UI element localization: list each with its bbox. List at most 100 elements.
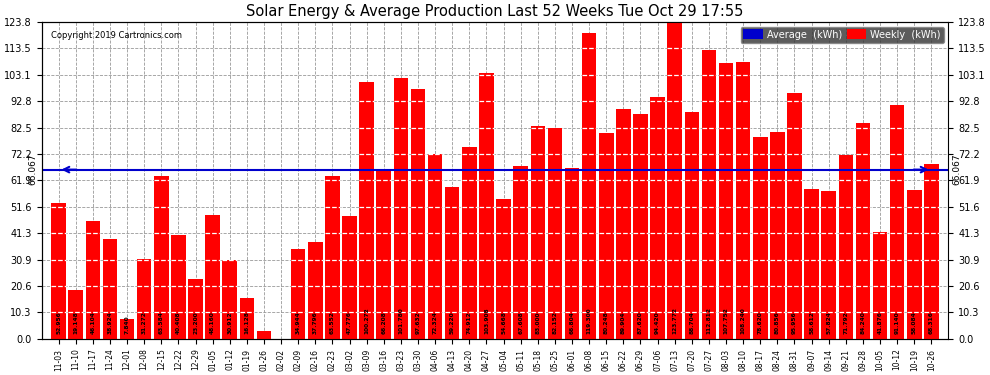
Bar: [804, 189, 819, 339]
Title: Solar Energy & Average Production Last 52 Weeks Tue Oct 29 17:55: Solar Energy & Average Production Last 5…: [247, 4, 743, 19]
Bar: [85, 221, 100, 339]
Text: 34.944: 34.944: [296, 311, 301, 334]
Bar: [137, 259, 151, 339]
Bar: [256, 331, 271, 339]
Legend: Average  (kWh), Weekly  (kWh): Average (kWh), Weekly (kWh): [741, 27, 943, 43]
Text: 100.272: 100.272: [364, 307, 369, 334]
Text: 95.956: 95.956: [792, 311, 797, 334]
Bar: [719, 63, 734, 339]
Text: 87.620: 87.620: [638, 311, 643, 334]
Text: 19.148: 19.148: [73, 311, 78, 334]
Text: 67.608: 67.608: [518, 311, 523, 334]
Text: 66.804: 66.804: [569, 311, 574, 334]
Text: 108.240: 108.240: [741, 307, 745, 334]
Bar: [753, 138, 767, 339]
Text: 89.904: 89.904: [621, 311, 626, 334]
Bar: [205, 216, 220, 339]
Bar: [445, 187, 459, 339]
Bar: [120, 319, 135, 339]
Text: 52.956: 52.956: [56, 311, 61, 334]
Bar: [240, 297, 254, 339]
Bar: [171, 236, 186, 339]
Bar: [634, 114, 647, 339]
Text: 7.840: 7.840: [125, 315, 130, 334]
Bar: [531, 126, 545, 339]
Text: 82.152: 82.152: [552, 311, 557, 334]
Bar: [564, 168, 579, 339]
Bar: [359, 82, 374, 339]
Bar: [496, 199, 511, 339]
Text: 48.160: 48.160: [210, 311, 215, 334]
Text: 63.584: 63.584: [158, 311, 163, 334]
Text: 71.792: 71.792: [843, 311, 848, 334]
Text: 47.776: 47.776: [347, 311, 352, 334]
Text: 58.612: 58.612: [809, 311, 814, 334]
Bar: [787, 93, 802, 339]
Bar: [325, 176, 340, 339]
Bar: [873, 232, 887, 339]
Bar: [547, 128, 562, 339]
Text: 66.067: 66.067: [952, 154, 961, 185]
Text: 59.220: 59.220: [449, 311, 454, 334]
Text: 16.128: 16.128: [245, 311, 249, 334]
Bar: [291, 249, 306, 339]
Bar: [68, 290, 83, 339]
Text: 58.084: 58.084: [912, 311, 917, 334]
Bar: [188, 279, 203, 339]
Text: 31.272: 31.272: [142, 311, 147, 334]
Bar: [616, 108, 631, 339]
Text: 103.908: 103.908: [484, 307, 489, 334]
Text: 80.856: 80.856: [775, 311, 780, 334]
Bar: [924, 164, 939, 339]
Bar: [154, 176, 168, 339]
Text: 46.104: 46.104: [90, 311, 95, 334]
Text: 74.912: 74.912: [467, 311, 472, 334]
Text: 101.780: 101.780: [398, 307, 403, 334]
Text: 63.552: 63.552: [330, 311, 335, 334]
Text: 80.248: 80.248: [604, 311, 609, 334]
Text: 112.812: 112.812: [707, 307, 712, 334]
Text: 94.420: 94.420: [655, 311, 660, 334]
Text: 88.704: 88.704: [689, 311, 694, 334]
Bar: [394, 78, 408, 339]
Text: 84.240: 84.240: [860, 311, 865, 334]
Bar: [411, 89, 426, 339]
Bar: [582, 33, 596, 339]
Bar: [479, 73, 494, 339]
Text: 23.200: 23.200: [193, 311, 198, 334]
Bar: [599, 133, 614, 339]
Text: 68.316: 68.316: [929, 311, 934, 334]
Text: Copyright 2019 Cartronics.com: Copyright 2019 Cartronics.com: [50, 31, 181, 40]
Bar: [907, 190, 922, 339]
Bar: [376, 169, 391, 339]
Text: 119.300: 119.300: [587, 307, 592, 334]
Text: 54.668: 54.668: [501, 311, 506, 334]
Text: 97.632: 97.632: [416, 311, 421, 334]
Text: 57.824: 57.824: [827, 311, 832, 334]
Text: 107.752: 107.752: [724, 307, 729, 334]
Text: 38.924: 38.924: [108, 311, 113, 334]
Bar: [702, 50, 716, 339]
Text: 37.796: 37.796: [313, 311, 318, 334]
Text: 66.067: 66.067: [29, 154, 38, 185]
Bar: [855, 123, 870, 339]
Bar: [103, 239, 117, 339]
Bar: [223, 260, 237, 339]
Bar: [51, 203, 66, 339]
Text: 30.912: 30.912: [228, 311, 233, 334]
Bar: [308, 242, 323, 339]
Bar: [343, 216, 356, 339]
Bar: [650, 97, 665, 339]
Text: 91.140: 91.140: [895, 311, 900, 334]
Bar: [770, 132, 785, 339]
Bar: [428, 154, 443, 339]
Text: 72.324: 72.324: [433, 311, 438, 334]
Text: 83.000: 83.000: [536, 311, 541, 334]
Bar: [514, 166, 528, 339]
Text: 40.408: 40.408: [176, 311, 181, 334]
Bar: [667, 22, 682, 339]
Bar: [839, 155, 853, 339]
Bar: [736, 62, 750, 339]
Text: 123.772: 123.772: [672, 307, 677, 334]
Bar: [684, 112, 699, 339]
